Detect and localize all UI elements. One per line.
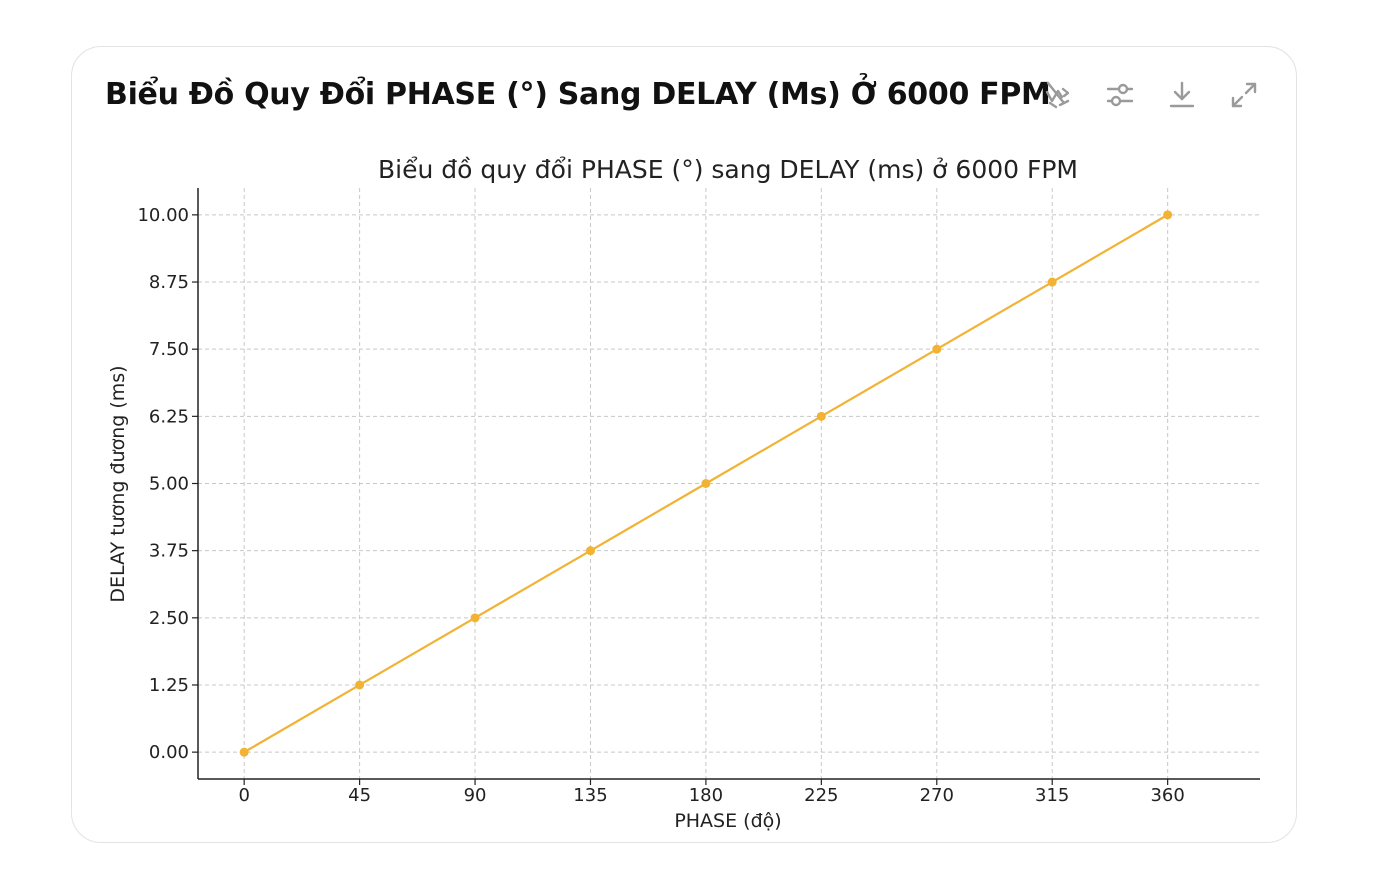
x-axis-label: PHASE (độ) (674, 810, 781, 832)
chart-title: Biểu đồ quy đổi PHASE (°) sang DELAY (ms… (378, 155, 1078, 184)
settings-button[interactable] (1102, 77, 1138, 113)
data-point (239, 747, 249, 757)
x-tick-label: 45 (348, 785, 371, 806)
chart-card: Biểu Đồ Quy Đổi PHASE (°) Sang DELAY (Ms… (71, 46, 1297, 843)
chart-toolbar (1040, 77, 1262, 113)
grid (198, 188, 1260, 779)
y-tick-label: 8.75 (149, 272, 189, 293)
data-point (470, 613, 480, 623)
y-tick-label: 5.00 (149, 474, 189, 495)
x-tick-label: 270 (920, 785, 954, 806)
data-point (701, 479, 711, 488)
y-tick-label: 3.75 (149, 541, 189, 562)
axes (192, 188, 1260, 785)
x-tick-label: 90 (464, 785, 487, 806)
x-tick-label: 225 (804, 785, 838, 806)
card-title: Biểu Đồ Quy Đổi PHASE (°) Sang DELAY (Ms… (105, 77, 1051, 112)
tick-labels: 0 45 90 135 180 225 270 315 360 0.00 1.25 2.50 3.75 5… (137, 205, 1184, 806)
expand-icon (1231, 82, 1257, 108)
data-point (585, 546, 595, 556)
data-point (355, 680, 365, 690)
y-tick-label: 2.50 (149, 608, 189, 629)
y-tick-label: 6.25 (149, 406, 189, 427)
download-button[interactable] (1164, 77, 1200, 113)
data-point (816, 411, 826, 421)
x-tick-label: 0 (238, 785, 249, 806)
series (239, 210, 1173, 757)
x-tick-label: 135 (573, 785, 607, 806)
data-point (1163, 210, 1173, 220)
hide-chart-button[interactable] (1040, 77, 1076, 113)
y-axis-label: DELAY tương đương (ms) (107, 365, 129, 602)
x-tick-label: 180 (689, 785, 723, 806)
y-tick-label: 10.00 (137, 205, 189, 226)
expand-button[interactable] (1226, 77, 1262, 113)
y-tick-label: 1.25 (149, 675, 189, 696)
x-tick-label: 360 (1150, 785, 1184, 806)
hide-chart-icon (1045, 81, 1070, 109)
settings-sliders-icon (1106, 83, 1134, 107)
data-point (1047, 277, 1057, 287)
x-tick-label: 315 (1035, 785, 1069, 806)
data-point (932, 344, 942, 354)
y-tick-label: 0.00 (149, 742, 189, 763)
download-icon (1169, 81, 1195, 108)
y-tick-label: 7.50 (149, 339, 189, 360)
